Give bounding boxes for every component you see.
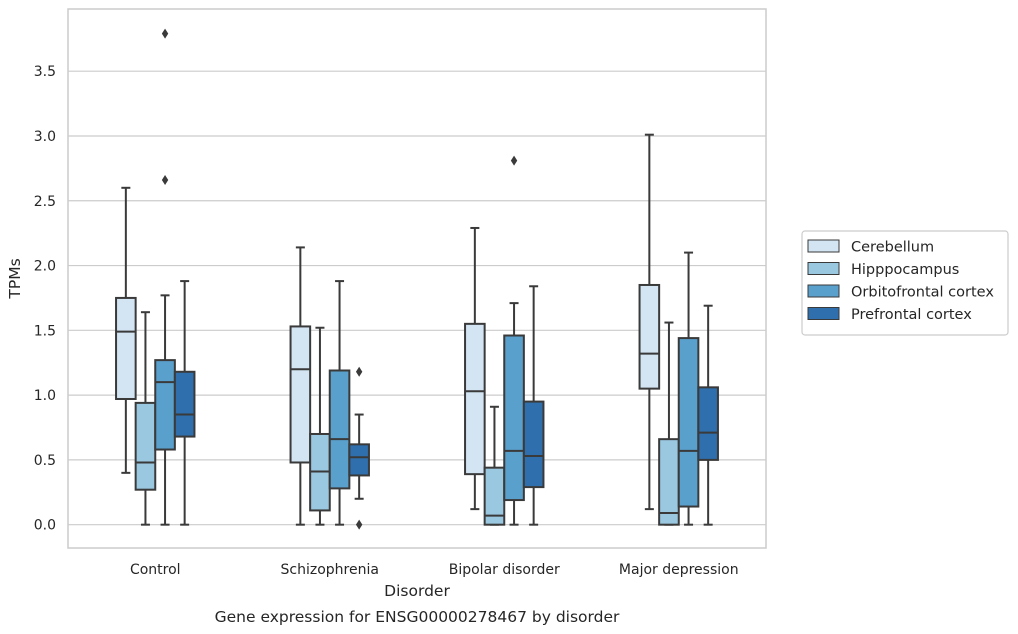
legend-label: Orbitofrontal cortex xyxy=(851,285,994,301)
box-group xyxy=(677,251,700,526)
y-tick-labels: 0.0 0.5 1.0 1.5 2.0 2.5 3.0 3.5 xyxy=(34,64,56,533)
box-group xyxy=(503,155,525,526)
y-tick-label: 1.5 xyxy=(34,323,56,339)
box xyxy=(115,296,137,400)
box xyxy=(697,386,719,461)
box xyxy=(134,401,157,491)
series-orbitofrontal-cortex xyxy=(154,28,700,526)
y-tick-label: 2.0 xyxy=(34,259,56,275)
outlier-point xyxy=(161,175,169,186)
y-tick-label: 2.5 xyxy=(34,194,56,210)
outlier-point xyxy=(510,155,518,166)
legend: Cerebellum Hipppocampus Orbitofrontal cort… xyxy=(801,230,1009,336)
box xyxy=(464,322,486,476)
box xyxy=(677,337,700,508)
legend-swatch xyxy=(807,262,840,275)
legend-swatch xyxy=(807,284,840,298)
box xyxy=(154,359,176,451)
legend-swatch xyxy=(807,307,840,320)
box-group xyxy=(154,28,176,526)
series-cerebellum xyxy=(115,133,661,526)
series-prefrontal-cortex xyxy=(173,280,719,530)
box-group xyxy=(522,285,545,526)
y-tick-label: 3.5 xyxy=(34,64,56,80)
box xyxy=(638,283,661,390)
box-group xyxy=(638,133,661,511)
box-group xyxy=(348,366,370,530)
x-tick-label: Schizophrenia xyxy=(281,562,379,578)
legend-label: Hipppocampus xyxy=(851,262,959,278)
box-group xyxy=(134,311,157,526)
y-tick-label: 3.0 xyxy=(34,129,56,145)
box-group xyxy=(309,326,331,526)
x-axis-label: Disorder xyxy=(384,582,450,600)
outlier-point xyxy=(161,28,169,39)
box-group xyxy=(483,405,506,526)
box xyxy=(658,438,680,526)
y-tick-label: 0.5 xyxy=(34,453,56,469)
x-tick-labels: Control Schizophrenia Bipolar disorder Majo… xyxy=(130,562,739,578)
box xyxy=(503,334,525,502)
box-group xyxy=(173,280,196,526)
chart-caption: Gene expression for ENSG00000278467 by d… xyxy=(215,608,620,626)
legend-frame xyxy=(801,230,1009,336)
box xyxy=(173,370,196,438)
outlier-point xyxy=(355,366,363,377)
box-series xyxy=(115,28,719,530)
y-axis-label: TPMs xyxy=(6,258,24,299)
box xyxy=(348,443,370,477)
y-tick-label: 1.0 xyxy=(34,388,56,404)
box-group xyxy=(658,321,680,526)
legend-swatch xyxy=(807,239,840,253)
outlier-point xyxy=(355,519,363,530)
x-tick-label: Bipolar disorder xyxy=(449,562,560,578)
box xyxy=(289,325,312,464)
legend-label: Cerebellum xyxy=(851,240,934,256)
box xyxy=(328,369,351,490)
x-tick-label: Major depression xyxy=(619,562,739,578)
x-tick-label: Control xyxy=(130,562,181,578)
series-hipppocampus xyxy=(134,311,680,526)
box-group xyxy=(697,304,719,526)
box-group xyxy=(328,280,351,526)
legend-label: Prefrontal cortex xyxy=(851,307,972,323)
box-group xyxy=(464,226,486,511)
box-group xyxy=(289,246,312,526)
plot-frame xyxy=(67,8,767,549)
box-group xyxy=(115,186,137,474)
box xyxy=(522,400,545,489)
y-tick-label: 0.0 xyxy=(34,518,56,534)
